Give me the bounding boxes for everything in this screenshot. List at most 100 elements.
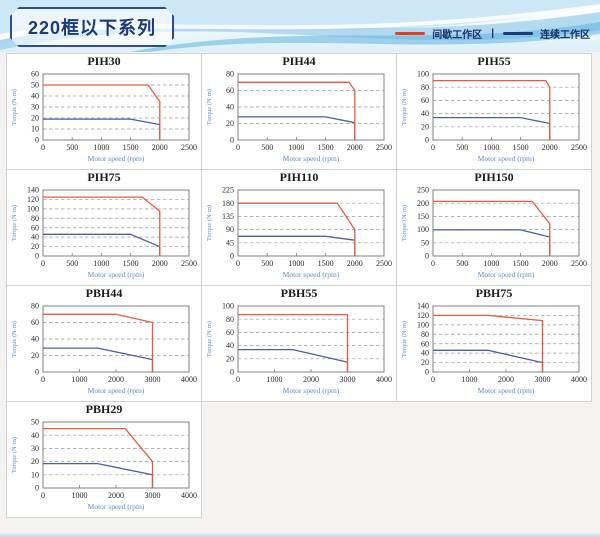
svg-text:1500: 1500 xyxy=(318,143,334,152)
svg-text:Motor speed (rpm): Motor speed (rpm) xyxy=(283,270,340,279)
intermittent-curve xyxy=(238,202,356,256)
svg-text:0: 0 xyxy=(35,368,39,377)
svg-text:2500: 2500 xyxy=(571,143,587,152)
chart-title: PBH75 xyxy=(475,286,513,300)
svg-text:2500: 2500 xyxy=(376,259,392,268)
svg-text:2000: 2000 xyxy=(152,143,168,152)
svg-text:1000: 1000 xyxy=(93,259,109,268)
continuous-curve xyxy=(433,116,551,140)
continuous-curve xyxy=(238,348,349,372)
chart-title: PIH75 xyxy=(87,170,121,184)
svg-text:500: 500 xyxy=(456,143,468,152)
svg-text:Torque (N·m): Torque (N·m) xyxy=(401,205,408,241)
svg-text:0: 0 xyxy=(425,136,429,145)
svg-text:40: 40 xyxy=(31,335,39,344)
svg-text:40: 40 xyxy=(226,341,234,350)
svg-text:120: 120 xyxy=(27,195,39,204)
chart-row: PBH44 0 20 40 60 80 0 1000 2000 3000 4000 Motor spe… xyxy=(6,285,595,402)
svg-text:Torque (N·m): Torque (N·m) xyxy=(11,205,18,241)
svg-text:Torque (N·m): Torque (N·m) xyxy=(206,205,213,241)
svg-text:0: 0 xyxy=(431,143,435,152)
legend: 间歇工作区 | 连续工作区 xyxy=(395,26,590,41)
svg-text:0: 0 xyxy=(41,143,45,152)
svg-text:100: 100 xyxy=(417,225,429,234)
svg-text:45: 45 xyxy=(226,238,234,247)
svg-text:200: 200 xyxy=(417,199,429,208)
svg-text:1000: 1000 xyxy=(288,259,304,268)
svg-text:Motor speed (rpm): Motor speed (rpm) xyxy=(88,270,145,279)
chart-cell-pih110: PIH110 0 45 90 135 180 225 0 500 1000 1500 2000 2500… xyxy=(201,169,397,286)
svg-text:40: 40 xyxy=(421,109,429,118)
chart-cell-pbh29: PBH29 0 10 20 30 40 50 0 1000 2000 3000 4000 Motor s… xyxy=(6,401,202,518)
svg-text:0: 0 xyxy=(425,368,429,377)
svg-text:Torque (N·m): Torque (N·m) xyxy=(206,321,213,357)
svg-text:100: 100 xyxy=(417,70,429,79)
svg-text:1000: 1000 xyxy=(483,259,499,268)
svg-text:Torque (N·m): Torque (N·m) xyxy=(11,437,18,473)
torque-speed-chart: 0 10 20 30 40 50 0 1000 2000 3000 4000 Motor speed … xyxy=(11,418,197,511)
continuous-legend-label: 连续工作区 xyxy=(540,30,590,41)
intermittent-curve xyxy=(238,313,349,372)
intermittent-curve xyxy=(43,84,161,140)
svg-text:2500: 2500 xyxy=(376,143,392,152)
svg-text:100: 100 xyxy=(27,204,39,213)
svg-text:0: 0 xyxy=(41,375,45,384)
svg-text:2000: 2000 xyxy=(347,259,363,268)
svg-text:100: 100 xyxy=(417,320,429,329)
svg-text:60: 60 xyxy=(421,339,429,348)
svg-text:0: 0 xyxy=(35,252,39,261)
svg-text:4000: 4000 xyxy=(571,375,587,384)
svg-text:0: 0 xyxy=(35,136,39,145)
svg-text:Motor speed (rpm): Motor speed (rpm) xyxy=(88,154,145,163)
svg-text:50: 50 xyxy=(31,81,39,90)
svg-text:10: 10 xyxy=(31,125,39,134)
svg-text:250: 250 xyxy=(417,186,429,195)
torque-speed-chart: 0 45 90 135 180 225 0 500 1000 1500 2000 2500 Motor … xyxy=(206,186,392,279)
chart-title: PIH150 xyxy=(474,170,514,184)
chart-row: PBH29 0 10 20 30 40 50 0 1000 2000 3000 4000 Motor s… xyxy=(6,401,595,518)
svg-text:60: 60 xyxy=(31,318,39,327)
svg-text:Torque (N·m): Torque (N·m) xyxy=(401,321,408,357)
chart-title: PIH55 xyxy=(477,54,511,68)
svg-text:40: 40 xyxy=(31,431,39,440)
chart-title: PIH30 xyxy=(87,54,121,68)
svg-text:80: 80 xyxy=(226,70,234,79)
svg-text:Motor speed (rpm): Motor speed (rpm) xyxy=(283,386,340,395)
chart-title: PBH44 xyxy=(85,286,123,300)
svg-text:3000: 3000 xyxy=(145,491,161,500)
svg-text:500: 500 xyxy=(261,143,273,152)
svg-text:Motor speed (rpm): Motor speed (rpm) xyxy=(478,154,535,163)
svg-text:2500: 2500 xyxy=(181,259,197,268)
header-banner: 220框以下系列 间歇工作区 | 连续工作区 xyxy=(0,0,600,52)
svg-text:1500: 1500 xyxy=(123,143,139,152)
chart-grid: PIH30 0 10 20 30 40 50 60 0 500 1000 1500 2000 2500 Mo… xyxy=(6,53,595,518)
svg-text:100: 100 xyxy=(222,302,234,311)
svg-text:20: 20 xyxy=(31,457,39,466)
chart-row: PIH30 0 10 20 30 40 50 60 0 500 1000 1500 2000 2500 Mo… xyxy=(6,53,595,170)
svg-text:4000: 4000 xyxy=(376,375,392,384)
svg-text:40: 40 xyxy=(31,92,39,101)
continuous-curve xyxy=(43,347,154,372)
chart-cell-pih55: PIH55 0 20 40 60 80 100 0 500 1000 1500 2000 2500 Mot… xyxy=(396,53,592,170)
continuous-curve xyxy=(43,118,161,140)
svg-text:500: 500 xyxy=(66,259,78,268)
chart-title: PIH44 xyxy=(282,54,316,68)
svg-text:40: 40 xyxy=(226,103,234,112)
svg-text:225: 225 xyxy=(222,186,234,195)
svg-text:1000: 1000 xyxy=(483,143,499,152)
svg-text:180: 180 xyxy=(222,199,234,208)
intermittent-curve xyxy=(43,313,154,372)
svg-text:2000: 2000 xyxy=(303,375,319,384)
svg-text:20: 20 xyxy=(226,354,234,363)
torque-speed-chart: 0 20 40 60 80 0 1000 2000 3000 4000 Motor speed (r… xyxy=(11,302,197,395)
svg-text:40: 40 xyxy=(421,349,429,358)
footer-decoration xyxy=(0,532,600,537)
svg-text:80: 80 xyxy=(421,330,429,339)
svg-text:20: 20 xyxy=(421,358,429,367)
svg-text:20: 20 xyxy=(31,242,39,251)
svg-text:0: 0 xyxy=(431,375,435,384)
